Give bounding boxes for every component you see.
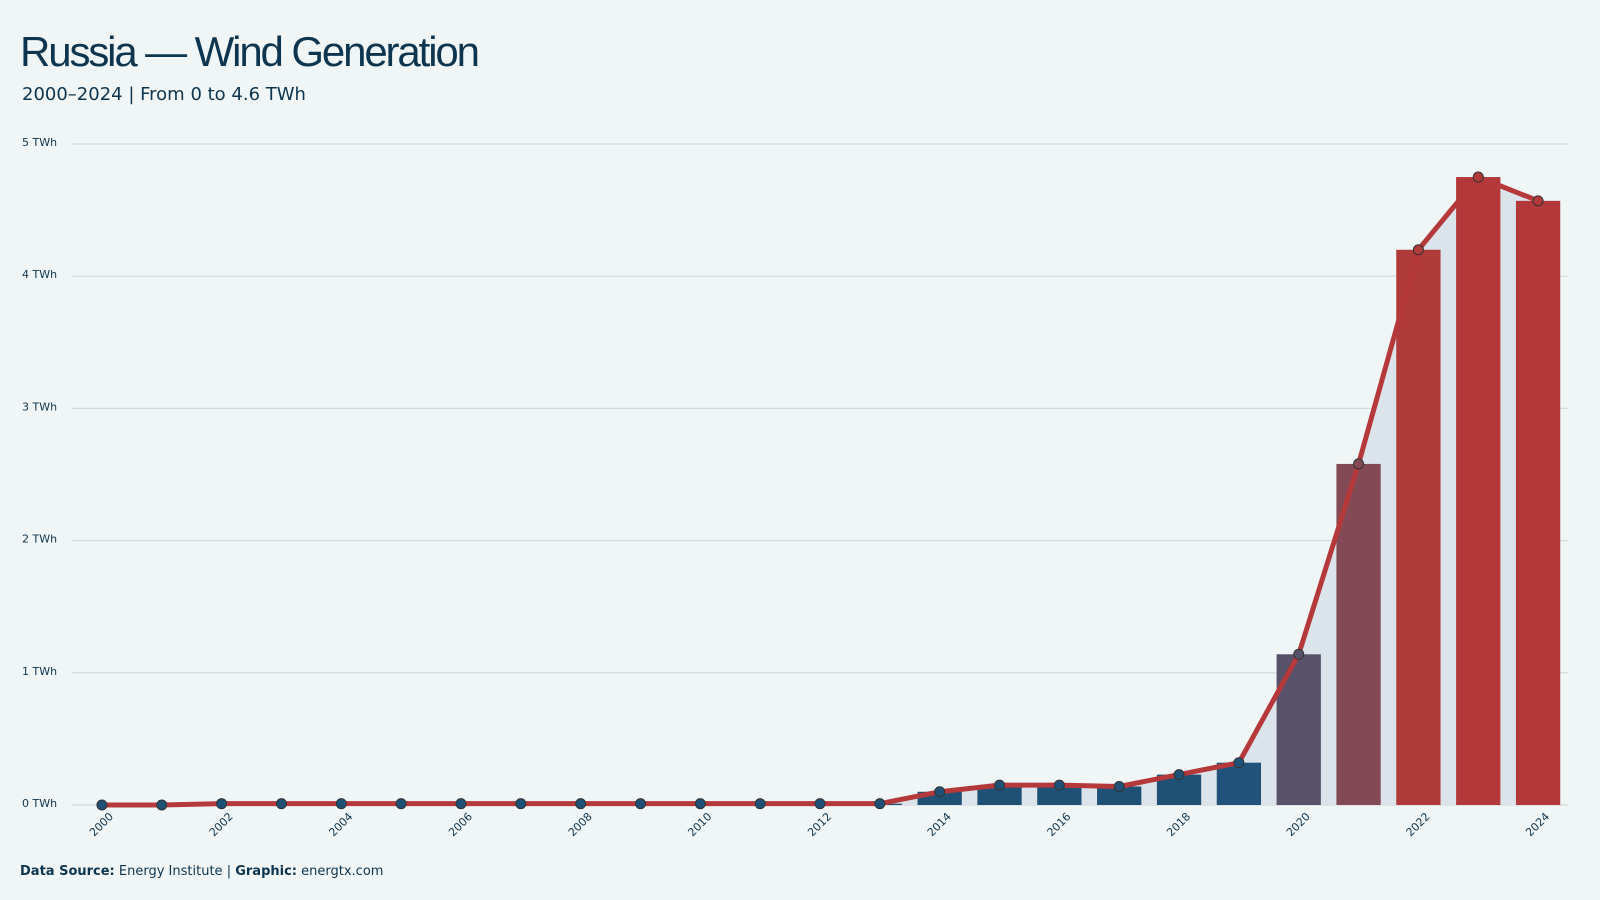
y-tick-label: 4 TWh xyxy=(22,268,57,281)
point xyxy=(874,798,886,810)
x-tick-label: 2000 xyxy=(87,810,116,839)
chart-title: Russia — Wind Generation xyxy=(20,28,480,75)
x-tick-label: 2010 xyxy=(685,810,714,839)
bar xyxy=(1515,200,1561,805)
point xyxy=(814,798,826,810)
point xyxy=(994,779,1006,791)
y-tick-label: 2 TWh xyxy=(22,533,57,546)
area xyxy=(101,177,1539,806)
point xyxy=(1293,648,1305,660)
point xyxy=(1353,458,1365,470)
bar xyxy=(1037,785,1082,805)
y-tick-label: 1 TWh xyxy=(22,665,57,678)
x-tick-label: 2022 xyxy=(1404,810,1433,839)
bar xyxy=(1097,786,1142,805)
x-tick-label: 2008 xyxy=(566,810,595,839)
x-tick-label: 2006 xyxy=(446,810,475,839)
y-tick-label: 0 TWh xyxy=(22,797,57,810)
chart-subtitle: 2000–2024 | From 0 to 4.6 TWh xyxy=(22,84,306,105)
source: Energy Institute xyxy=(119,864,223,879)
point xyxy=(934,786,946,798)
x-tick-label: 2004 xyxy=(326,810,355,839)
point xyxy=(1233,757,1245,769)
x-tick-label: 2014 xyxy=(925,810,954,839)
separator: | xyxy=(227,864,231,879)
footer: Data Source: Energy Institute | Graphic:… xyxy=(20,864,383,879)
point xyxy=(694,798,706,810)
source-label: Data Source: xyxy=(20,864,115,879)
x-tick-label: 2018 xyxy=(1164,810,1193,839)
point xyxy=(395,798,407,810)
point xyxy=(1532,195,1544,207)
bar xyxy=(1336,463,1381,805)
point xyxy=(1472,171,1484,183)
point xyxy=(1173,769,1185,781)
graphic-label: Graphic: xyxy=(235,864,297,879)
point xyxy=(515,798,527,810)
point xyxy=(575,798,587,810)
x-tick-label: 2016 xyxy=(1045,810,1074,839)
x-tick-label: 2020 xyxy=(1284,810,1313,839)
x-tick-label: 2024 xyxy=(1523,810,1552,839)
x-tick-label: 2012 xyxy=(805,810,834,839)
bar xyxy=(1396,249,1441,805)
point xyxy=(754,798,766,810)
point xyxy=(1053,779,1065,791)
point xyxy=(1412,244,1424,256)
y-tick-label: 3 TWh xyxy=(22,400,57,413)
bar xyxy=(1456,177,1501,806)
bar xyxy=(977,785,1022,805)
point xyxy=(335,798,347,810)
bar xyxy=(1216,762,1262,805)
point xyxy=(634,798,646,810)
point xyxy=(275,798,287,810)
point xyxy=(156,799,168,811)
bar xyxy=(1276,654,1321,805)
point xyxy=(455,798,467,810)
point xyxy=(96,799,108,811)
y-tick-label: 5 TWh xyxy=(22,136,57,149)
graphic: energtx.com xyxy=(301,864,383,879)
point xyxy=(1113,780,1125,792)
point xyxy=(216,798,228,810)
x-tick-label: 2002 xyxy=(207,810,236,839)
